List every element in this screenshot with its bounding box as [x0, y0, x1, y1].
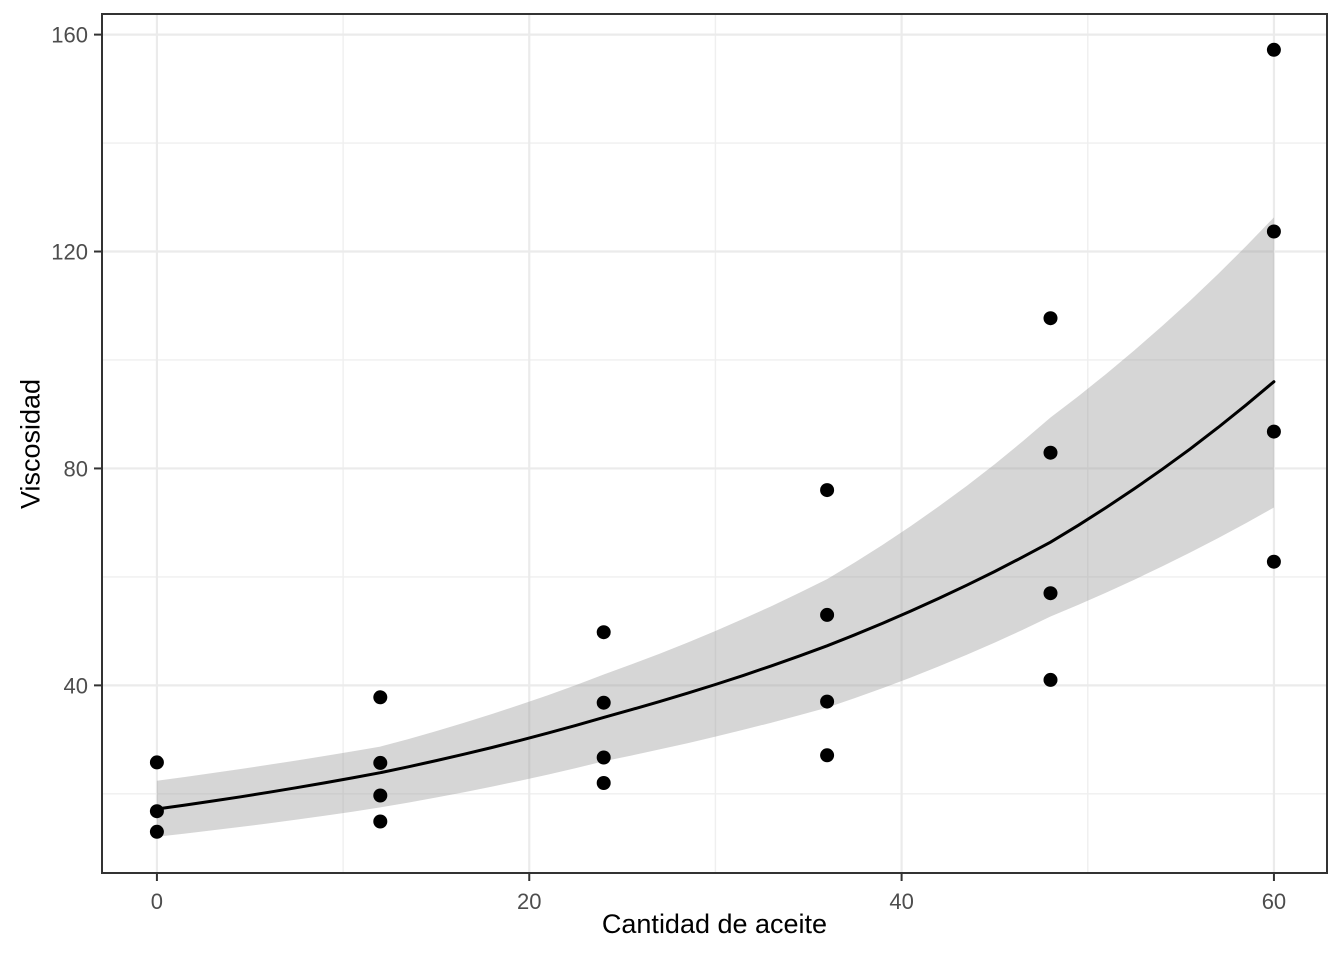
- x-tick-label: 40: [889, 889, 913, 914]
- data-point: [149, 755, 164, 770]
- data-point: [1043, 445, 1058, 460]
- y-tick-label: 80: [64, 456, 88, 481]
- data-point: [1266, 424, 1281, 439]
- y-axis-title: Viscosidad: [15, 378, 46, 510]
- data-point: [1043, 311, 1058, 326]
- data-point: [1266, 42, 1281, 57]
- data-point: [373, 755, 388, 770]
- data-point: [149, 824, 164, 839]
- data-point: [1043, 672, 1058, 687]
- x-tick-label: 0: [151, 889, 163, 914]
- data-point: [820, 607, 835, 622]
- panel-background: [102, 14, 1327, 873]
- data-point: [149, 804, 164, 819]
- y-tick-label: 160: [51, 23, 88, 48]
- y-tick-label: 40: [64, 673, 88, 698]
- data-point: [373, 690, 388, 705]
- data-point: [820, 694, 835, 709]
- y-tick-label: 120: [51, 240, 88, 265]
- grid-major: [102, 14, 1327, 873]
- data-point: [820, 483, 835, 498]
- data-point: [373, 814, 388, 829]
- data-point: [596, 750, 611, 765]
- y-axis: 40 80 120 160: [51, 23, 102, 698]
- data-points: [149, 42, 1281, 839]
- data-point: [596, 625, 611, 640]
- panel-border: [101, 13, 1328, 874]
- data-point: [1266, 554, 1281, 569]
- data-point: [596, 695, 611, 710]
- data-point: [596, 776, 611, 790]
- x-tick-label: 20: [517, 889, 541, 914]
- data-point: [373, 788, 388, 803]
- data-point: [1266, 224, 1281, 239]
- data-point: [820, 748, 835, 763]
- confidence-ribbon: [156, 217, 1274, 837]
- grid-minor: [102, 14, 1327, 873]
- data-point: [1043, 586, 1058, 601]
- x-axis: 0 20 40 60: [151, 873, 1286, 914]
- smooth-fit-line: [155, 380, 1276, 811]
- x-axis-title: Cantidad de aceite: [601, 909, 828, 939]
- x-tick-label: 60: [1262, 889, 1286, 914]
